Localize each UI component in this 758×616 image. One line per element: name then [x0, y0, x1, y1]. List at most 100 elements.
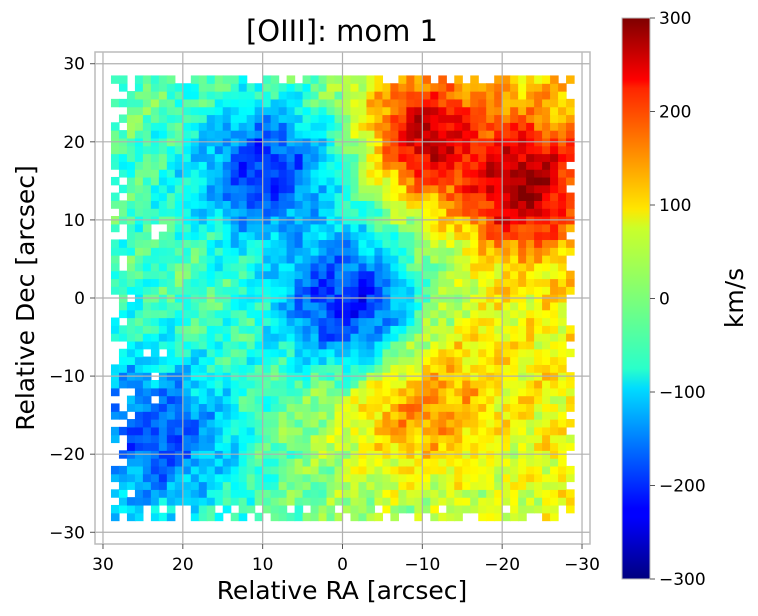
heatmap-cell [438, 356, 447, 365]
heatmap-cell [182, 83, 192, 92]
heatmap-cell [366, 419, 376, 428]
heatmap-cell [398, 489, 407, 498]
heatmap-cell [342, 489, 352, 498]
heatmap-cell [390, 481, 399, 490]
heatmap-cell [294, 161, 304, 170]
heatmap-cell [486, 340, 495, 350]
heatmap-cell [222, 458, 232, 467]
heatmap-cell [262, 239, 272, 248]
heatmap-cell [470, 247, 479, 256]
heatmap-cell [158, 419, 168, 428]
heatmap-cell [230, 208, 240, 217]
heatmap-cell [278, 247, 288, 256]
heatmap-cell [238, 364, 248, 373]
heatmap-cell [550, 317, 559, 326]
heatmap-cell [286, 442, 296, 451]
heatmap-cell [222, 208, 232, 217]
heatmap-cell [510, 380, 519, 389]
heatmap-cell [422, 153, 431, 162]
heatmap-cell [158, 465, 168, 475]
heatmap-cell [278, 161, 288, 170]
heatmap-cell [110, 504, 120, 514]
heatmap-cell [134, 278, 144, 287]
heatmap-cell [446, 169, 455, 178]
heatmap-cell [134, 176, 144, 186]
heatmap-cell [206, 426, 216, 436]
heatmap-cell [118, 348, 128, 358]
heatmap-cell [510, 262, 519, 272]
heatmap-cell [534, 411, 543, 420]
heatmap-cell [294, 325, 304, 334]
heatmap-cell [294, 278, 304, 287]
heatmap-cell [494, 286, 503, 295]
heatmap-cell [446, 270, 455, 280]
heatmap-cell [198, 434, 208, 444]
heatmap-cell [286, 247, 296, 256]
heatmap-cell [318, 473, 328, 483]
heatmap-cell [366, 200, 376, 209]
heatmap-cell [302, 130, 312, 139]
heatmap-cell [246, 161, 256, 170]
heatmap-cell [150, 270, 160, 280]
heatmap-cell [494, 192, 503, 201]
heatmap-cell [438, 465, 447, 475]
heatmap-cell [478, 239, 487, 248]
heatmap-cell [558, 192, 567, 201]
heatmap-cell [182, 247, 192, 256]
heatmap-cell [478, 442, 487, 451]
heatmap-cell [246, 489, 256, 498]
heatmap-cell [302, 176, 312, 186]
heatmap-cell [454, 247, 463, 256]
heatmap-cell [134, 340, 144, 350]
heatmap-cell [518, 512, 527, 522]
heatmap-cell [526, 106, 535, 116]
heatmap-cell [110, 333, 120, 342]
heatmap-cell [222, 504, 232, 514]
heatmap-cell [342, 387, 352, 397]
heatmap-cell [214, 114, 224, 123]
heatmap-cell [446, 497, 455, 506]
heatmap-cell [550, 200, 559, 209]
heatmap-cell [334, 239, 344, 248]
heatmap-cell [310, 497, 320, 506]
heatmap-cell [374, 364, 384, 373]
heatmap-cell [270, 114, 280, 123]
heatmap-cell [422, 255, 431, 264]
heatmap-cell [422, 465, 431, 475]
heatmap-cell [326, 223, 336, 233]
heatmap-cell [366, 489, 376, 498]
heatmap-cell [518, 114, 527, 123]
heatmap-cell [302, 223, 312, 233]
heatmap-cell [318, 411, 328, 420]
heatmap-cell [350, 512, 360, 522]
heatmap-cell [534, 489, 543, 498]
heatmap-cell [150, 340, 160, 350]
heatmap-cell [326, 255, 336, 264]
heatmap-cell [198, 325, 208, 334]
heatmap-cell [182, 364, 192, 373]
heatmap-cell [414, 434, 423, 444]
heatmap-cell [518, 340, 527, 350]
heatmap-cell [294, 200, 304, 209]
heatmap-cell [278, 223, 288, 233]
heatmap-cell [134, 75, 144, 84]
heatmap-cell [334, 434, 344, 444]
heatmap-cell [542, 114, 551, 123]
heatmap-cell [326, 340, 336, 350]
heatmap-cell [518, 184, 527, 194]
heatmap-cell [126, 122, 136, 131]
heatmap-cell [534, 114, 543, 123]
heatmap-cell [550, 91, 559, 100]
heatmap-cell [534, 364, 543, 373]
heatmap-cell [430, 473, 439, 483]
heatmap-cell [486, 106, 495, 116]
heatmap-cell [254, 161, 264, 170]
heatmap-cell [166, 75, 176, 84]
heatmap-cell [190, 426, 200, 436]
heatmap-cell [230, 286, 240, 295]
heatmap-cell [222, 325, 232, 334]
heatmap-cell [190, 130, 200, 139]
heatmap-cell [358, 356, 368, 365]
heatmap-cell [542, 317, 551, 326]
heatmap-cell [518, 387, 527, 397]
